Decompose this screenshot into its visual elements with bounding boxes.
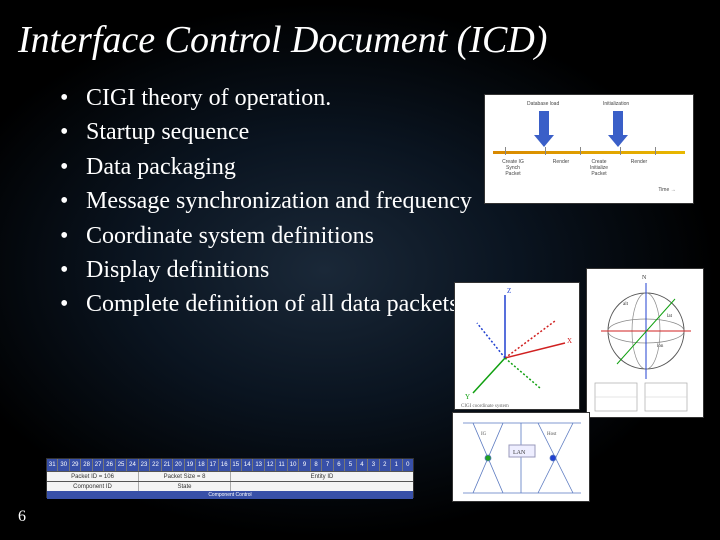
bullet-item: Coordinate system definitions (60, 220, 720, 252)
table-header-cell: 21 (161, 459, 172, 471)
figure-coord-axes: X Y Z CIGI coordinate system (454, 282, 580, 410)
timeline-arrow-icon (539, 111, 549, 137)
table-header-cell: 19 (184, 459, 195, 471)
axis-label: Y (465, 393, 470, 401)
timeline-label: Create Initialize Packet (584, 159, 614, 177)
timeline-tick (620, 147, 621, 155)
axis-label: Z (507, 287, 511, 295)
axis-label: X (567, 337, 572, 345)
table-header-cell: 7 (321, 459, 332, 471)
table-header-cell: 11 (275, 459, 286, 471)
figure-display: LAN IG Host (452, 412, 590, 502)
table-header-cell: 16 (218, 459, 229, 471)
display-box-label: IG (481, 432, 487, 437)
sphere-svg: N lat lon alt (587, 269, 705, 419)
table-header-cell: 13 (252, 459, 263, 471)
table-header-cell: 20 (172, 459, 183, 471)
page-title: Interface Control Document (ICD) (0, 0, 720, 62)
timeline-tick (655, 147, 656, 155)
timeline-label: Render (546, 159, 576, 165)
table-header: 3130292827262524232221201918171615141312… (47, 459, 413, 471)
table-header-cell: 6 (333, 459, 344, 471)
sphere-label: lon (657, 344, 664, 349)
table-cell: Component ID (47, 482, 138, 491)
display-svg: LAN IG Host (453, 413, 590, 502)
timeline-top-label: Database load (527, 101, 559, 107)
timeline-top-label: Initialization (603, 101, 629, 107)
timeline-label: Create IG Synch Packet (498, 159, 528, 177)
table-header-cell: 17 (207, 459, 218, 471)
table-header-cell: 12 (264, 459, 275, 471)
table-cell (230, 482, 413, 491)
table-header-cell: 24 (126, 459, 137, 471)
table-header-cell: 29 (69, 459, 80, 471)
table-header-cell: 22 (149, 459, 160, 471)
table-header-cell: 31 (47, 459, 57, 471)
sphere-label: alt (623, 302, 629, 307)
table-cell: Packet ID = 106 (47, 472, 138, 481)
table-row: Packet ID = 106Packet Size = 8Entity ID (47, 471, 413, 481)
table-header-cell: 25 (115, 459, 126, 471)
timeline-tick (580, 147, 581, 155)
figure-timeline: Database load Initialization Create IG S… (484, 94, 694, 204)
timeline-tick (505, 147, 506, 155)
table-header-cell: 8 (310, 459, 321, 471)
figure-sphere: N lat lon alt (586, 268, 704, 418)
table-header-cell: 5 (344, 459, 355, 471)
sphere-label: N (642, 275, 647, 281)
coord-axes-svg: X Y Z CIGI coordinate system (455, 283, 580, 410)
timeline-tick (545, 147, 546, 155)
table-header-cell: 15 (230, 459, 241, 471)
table-header-cell: 0 (402, 459, 413, 471)
table-header-cell: 3 (367, 459, 378, 471)
table-cell: State (138, 482, 230, 491)
table-header-cell: 30 (57, 459, 68, 471)
table-header-cell: 10 (287, 459, 298, 471)
table-row: Component IDState (47, 481, 413, 491)
page-number: 6 (18, 508, 26, 526)
table-header-cell: 2 (379, 459, 390, 471)
display-box-label: Host (547, 432, 557, 437)
table-header-cell: 26 (103, 459, 114, 471)
table-header-cell: 18 (195, 459, 206, 471)
table-header-cell: 4 (356, 459, 367, 471)
table-header-cell: 23 (138, 459, 149, 471)
table-header-cell: 9 (298, 459, 309, 471)
table-header-cell: 14 (241, 459, 252, 471)
table-footer: Component Control (47, 491, 413, 499)
figure-packet-table: 3130292827262524232221201918171615141312… (46, 458, 414, 498)
table-header-cell: 28 (80, 459, 91, 471)
table-cell: Entity ID (230, 472, 413, 481)
timeline-time-label: Time → (652, 187, 682, 193)
sphere-label: lat (667, 314, 673, 319)
timeline-arrow-icon (613, 111, 623, 137)
display-box-label: LAN (513, 450, 526, 456)
table-header-cell: 27 (92, 459, 103, 471)
axis-note: CIGI coordinate system (461, 404, 509, 409)
timeline-label: Render (624, 159, 654, 165)
timeline-bar (493, 151, 685, 154)
table-cell: Packet Size = 8 (138, 472, 230, 481)
table-header-cell: 1 (390, 459, 401, 471)
